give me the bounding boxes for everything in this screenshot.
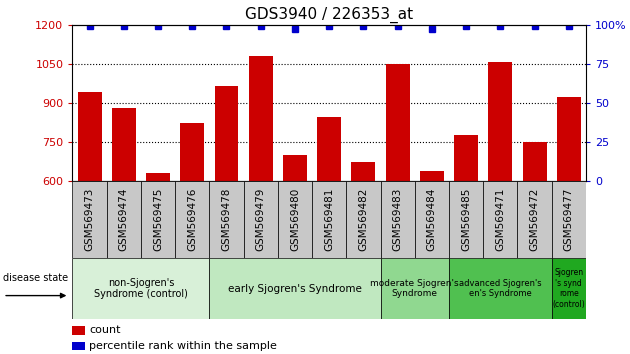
Bar	[381, 258, 449, 319]
Text: moderate Sjogren's
Syndrome: moderate Sjogren's Syndrome	[370, 279, 459, 298]
Bar	[283, 155, 307, 181]
Bar	[72, 342, 85, 350]
Bar	[72, 326, 85, 335]
Text: GSM569477: GSM569477	[564, 188, 574, 251]
Bar	[312, 181, 347, 258]
Bar	[557, 97, 581, 181]
Text: GSM569481: GSM569481	[324, 188, 334, 251]
Bar	[209, 181, 244, 258]
Text: advanced Sjogren's
en's Syndrome: advanced Sjogren's en's Syndrome	[459, 279, 542, 298]
Bar	[249, 56, 273, 181]
Text: Sjogren
's synd
rome
(control): Sjogren 's synd rome (control)	[553, 268, 585, 309]
Bar	[381, 181, 415, 258]
Bar	[214, 86, 239, 181]
Text: GSM569484: GSM569484	[427, 188, 437, 251]
Text: GSM569483: GSM569483	[392, 188, 403, 251]
Text: non-Sjogren's
Syndrome (control): non-Sjogren's Syndrome (control)	[94, 278, 188, 299]
Bar	[141, 181, 175, 258]
Bar	[180, 124, 204, 181]
Bar	[112, 108, 136, 181]
Bar	[352, 162, 375, 181]
Bar	[244, 181, 278, 258]
Bar	[386, 64, 410, 181]
Text: GSM569478: GSM569478	[222, 188, 231, 251]
Bar	[209, 258, 381, 319]
Text: disease state: disease state	[3, 273, 68, 283]
Text: percentile rank within the sample: percentile rank within the sample	[89, 341, 277, 351]
Text: count: count	[89, 325, 121, 335]
Bar	[552, 258, 586, 319]
Bar	[415, 181, 449, 258]
Bar	[72, 258, 209, 319]
Bar	[552, 181, 586, 258]
Bar	[522, 142, 547, 181]
Text: GSM569472: GSM569472	[530, 188, 539, 251]
Text: GSM569485: GSM569485	[461, 188, 471, 251]
Bar	[488, 62, 512, 181]
Bar	[346, 181, 381, 258]
Bar	[278, 181, 312, 258]
Bar	[420, 171, 444, 181]
Bar	[146, 173, 170, 181]
Bar	[483, 181, 517, 258]
Bar	[106, 181, 141, 258]
Text: GSM569471: GSM569471	[495, 188, 505, 251]
Text: GSM569482: GSM569482	[358, 188, 369, 251]
Text: early Sjogren's Syndrome: early Sjogren's Syndrome	[228, 284, 362, 293]
Bar	[449, 258, 552, 319]
Bar	[317, 117, 341, 181]
Bar	[449, 181, 483, 258]
Text: GSM569475: GSM569475	[153, 188, 163, 251]
Bar	[175, 181, 209, 258]
Text: GSM569473: GSM569473	[84, 188, 94, 251]
Bar	[517, 181, 552, 258]
Title: GDS3940 / 226353_at: GDS3940 / 226353_at	[245, 7, 413, 23]
Text: GSM569474: GSM569474	[119, 188, 129, 251]
Text: GSM569480: GSM569480	[290, 188, 300, 251]
Text: GSM569476: GSM569476	[187, 188, 197, 251]
Text: GSM569479: GSM569479	[256, 188, 266, 251]
Bar	[454, 135, 478, 181]
Bar	[77, 92, 101, 181]
Bar	[72, 181, 106, 258]
